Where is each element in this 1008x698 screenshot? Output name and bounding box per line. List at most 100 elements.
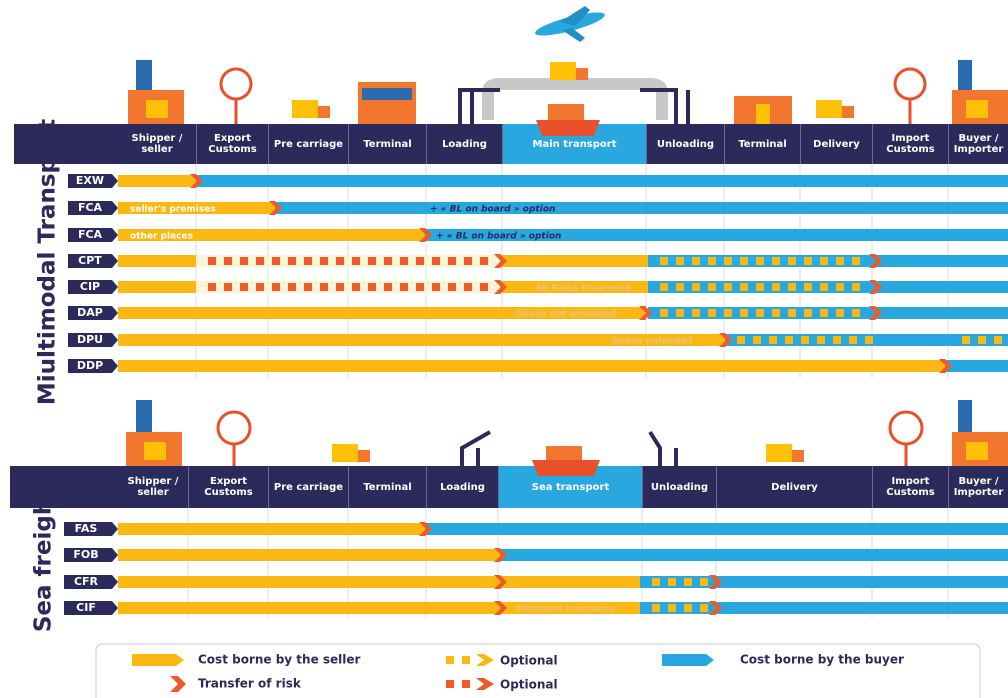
optional-dash: [400, 257, 408, 265]
optional-dash: [820, 257, 828, 265]
optional-dash: [256, 257, 264, 265]
optional-dash: [692, 283, 700, 291]
optional-dash: [684, 604, 692, 612]
column-header: Pre carriage: [268, 124, 348, 164]
legend-label: Cost borne by the seller: [198, 653, 361, 667]
optional-dash: [804, 283, 812, 291]
optional-dash: [756, 283, 764, 291]
optional-dash: [668, 578, 676, 586]
optional-dash: [676, 283, 684, 291]
column-header: Terminal: [724, 124, 800, 164]
optional-dash: [304, 283, 312, 291]
optional-dash: [772, 309, 780, 317]
optional-dash: [384, 257, 392, 265]
diagram: Cost borne by the seller Optional Cost b…: [0, 0, 1008, 698]
buyer-cost-bar: [715, 576, 1008, 588]
optional-dash: [801, 336, 809, 344]
plane-icon: [533, 6, 606, 42]
buyer-cost-bar: [715, 602, 1008, 614]
optional-dash: [962, 336, 970, 344]
optional-dash: [480, 283, 488, 291]
column-header: Shipper / seller: [118, 466, 188, 508]
buyer-cost-bar: [875, 334, 950, 346]
optional-dash: [852, 309, 860, 317]
optional-dash: [384, 283, 392, 291]
optional-dash: [652, 578, 660, 586]
row-label: seller's premises: [130, 205, 216, 215]
optional-dash: [676, 257, 684, 265]
row-note: + « BL on board » option: [430, 205, 555, 215]
optional-dash: [772, 257, 780, 265]
column-header: Delivery: [716, 466, 872, 508]
optional-dash: [756, 257, 764, 265]
incoterm-code: DPU: [77, 333, 103, 346]
optional-dash: [336, 283, 344, 291]
optional-dash: [740, 309, 748, 317]
optional-dash: [448, 283, 456, 291]
optional-dash: [994, 336, 1002, 344]
optional-dash: [368, 257, 376, 265]
optional-dash: [320, 283, 328, 291]
column-header: Import Customs: [872, 124, 948, 164]
optional-dash: [432, 257, 440, 265]
optional-dash: [464, 257, 472, 265]
optional-dash: [708, 283, 716, 291]
optional-dash: [849, 336, 857, 344]
buyer-cost-bar: [500, 549, 1008, 561]
section-title: Sea freight: [31, 488, 57, 632]
column-header: Pre carriage: [268, 466, 348, 508]
optional-dash: [288, 257, 296, 265]
incoterm-code: DDP: [77, 359, 103, 372]
optional-dash: [804, 257, 812, 265]
column-header: Unloading: [642, 466, 716, 508]
optional-dash: [416, 257, 424, 265]
optional-dash: [692, 257, 700, 265]
column-header: Unloading: [646, 124, 724, 164]
buyer-cost-bar: [875, 307, 1008, 319]
optional-dash: [676, 309, 684, 317]
column-header: Loading: [426, 124, 502, 164]
row-note: + « BL on board » option: [436, 232, 561, 242]
row-note: All Risks Insurance: [535, 284, 631, 294]
optional-dash: [288, 283, 296, 291]
optional-dash: [352, 257, 360, 265]
column-header: Terminal: [348, 124, 426, 164]
optional-dash: [836, 283, 844, 291]
seller-cost-bar: [118, 281, 196, 293]
buyer-cost-bar: [875, 281, 1008, 293]
row-label: other places: [130, 232, 193, 242]
seller-cost-bar: [118, 576, 640, 588]
column-header: Import Customs: [872, 466, 948, 508]
optional-dash: [272, 283, 280, 291]
optional-dash: [320, 257, 328, 265]
column-header: Sea transport: [498, 466, 642, 508]
column-header: Delivery: [800, 124, 872, 164]
row-note: Minimum Insurance: [516, 605, 616, 615]
seller-cost-bar: [118, 523, 425, 535]
optional-dash: [852, 283, 860, 291]
optional-dash: [724, 309, 732, 317]
optional-dash: [432, 283, 440, 291]
optional-dash: [708, 257, 716, 265]
column-header: Buyer / Importer: [948, 466, 1008, 508]
row-note: Goods not unloaded: [515, 310, 617, 320]
incoterm-code: DAP: [77, 306, 103, 319]
incoterm-code: FAS: [75, 522, 98, 535]
incoterm-code: FOB: [73, 548, 98, 561]
incoterm-code: EXW: [76, 174, 104, 187]
legend-label: Transfer of risk: [198, 677, 302, 691]
optional-dash: [772, 283, 780, 291]
optional-dash: [660, 283, 668, 291]
legend-label: Optional: [500, 654, 558, 668]
column-header: Main transport: [502, 124, 646, 164]
optional-dash: [304, 257, 312, 265]
page: Cost borne by the seller Optional Cost b…: [0, 0, 1008, 698]
optional-dash: [740, 283, 748, 291]
legend-swatch: [662, 654, 714, 666]
optional-dash: [817, 336, 825, 344]
optional-dash: [769, 336, 777, 344]
incoterm-code: CIP: [80, 280, 100, 293]
optional-dash: [368, 283, 376, 291]
optional-dash: [737, 336, 745, 344]
row-note: Goods unloaded: [611, 337, 693, 347]
